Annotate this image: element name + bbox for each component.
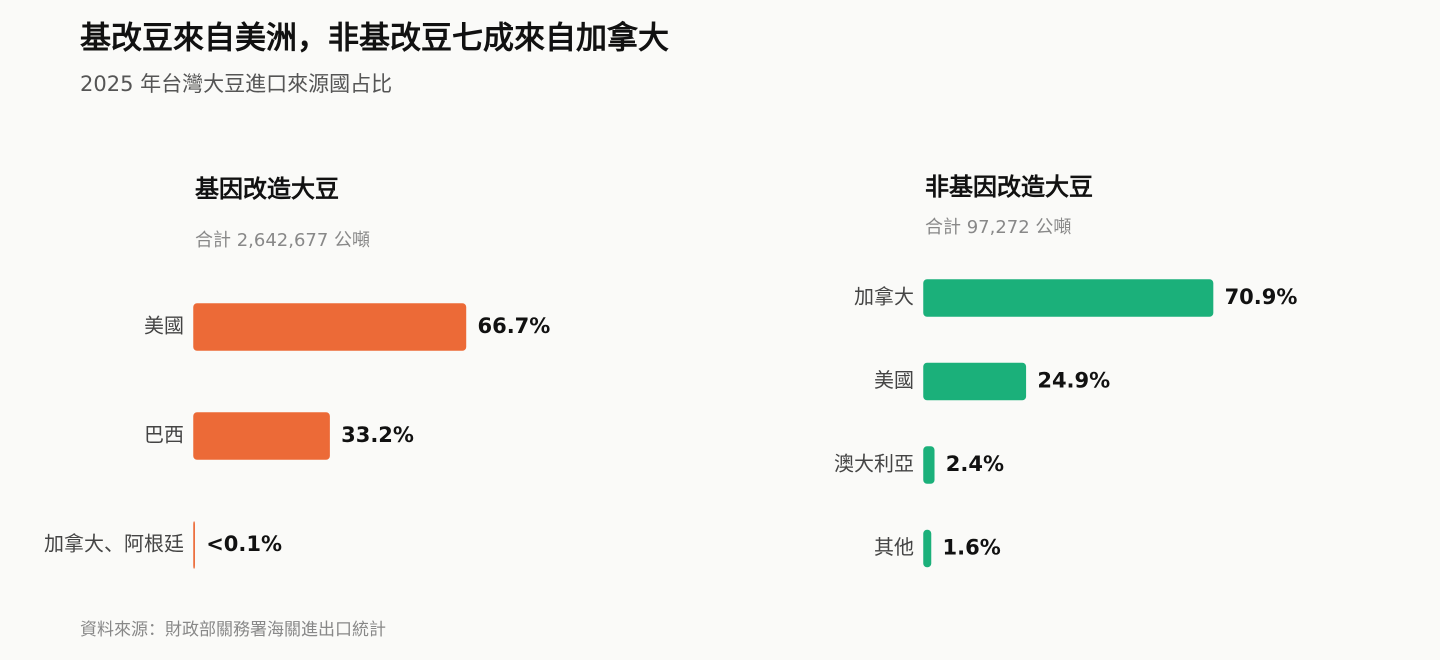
y-tick-label: 加拿大 bbox=[854, 285, 914, 309]
y-tick-label: 澳大利亞 bbox=[834, 452, 914, 476]
panel-title: 基因改造大豆 bbox=[195, 175, 339, 203]
bar bbox=[923, 446, 935, 484]
data-label: 24.9% bbox=[1037, 369, 1110, 393]
y-tick-label: 其他 bbox=[874, 535, 914, 559]
bar bbox=[923, 362, 1027, 401]
bar bbox=[193, 303, 467, 351]
source-note: 資料來源：財政部關務署海關進出口統計 bbox=[80, 620, 386, 640]
y-tick-label: 美國 bbox=[144, 314, 184, 338]
y-tick-label: 美國 bbox=[874, 368, 914, 392]
panel-subtitle: 合計 2,642,677 公噸 bbox=[195, 230, 370, 251]
data-label: 1.6% bbox=[943, 536, 1001, 560]
panel-title: 非基因改造大豆 bbox=[925, 173, 1093, 201]
data-label: 33.2% bbox=[341, 423, 414, 447]
chart-title: 基改豆來自美洲，非基改豆七成來自加拿大 bbox=[80, 21, 669, 57]
bar bbox=[923, 279, 1214, 317]
y-tick-label: 加拿大、阿根廷 bbox=[44, 532, 184, 556]
bar bbox=[193, 412, 330, 460]
panel-subtitle: 合計 97,272 公噸 bbox=[925, 217, 1071, 238]
data-label: 66.7% bbox=[477, 314, 550, 338]
data-label: <0.1% bbox=[206, 532, 282, 556]
bar bbox=[923, 529, 932, 568]
data-label: 2.4% bbox=[946, 452, 1004, 476]
y-tick-label: 巴西 bbox=[144, 423, 184, 447]
data-label: 70.9% bbox=[1225, 285, 1298, 309]
chart-subtitle: 2025 年台灣大豆進口來源國占比 bbox=[80, 72, 392, 96]
